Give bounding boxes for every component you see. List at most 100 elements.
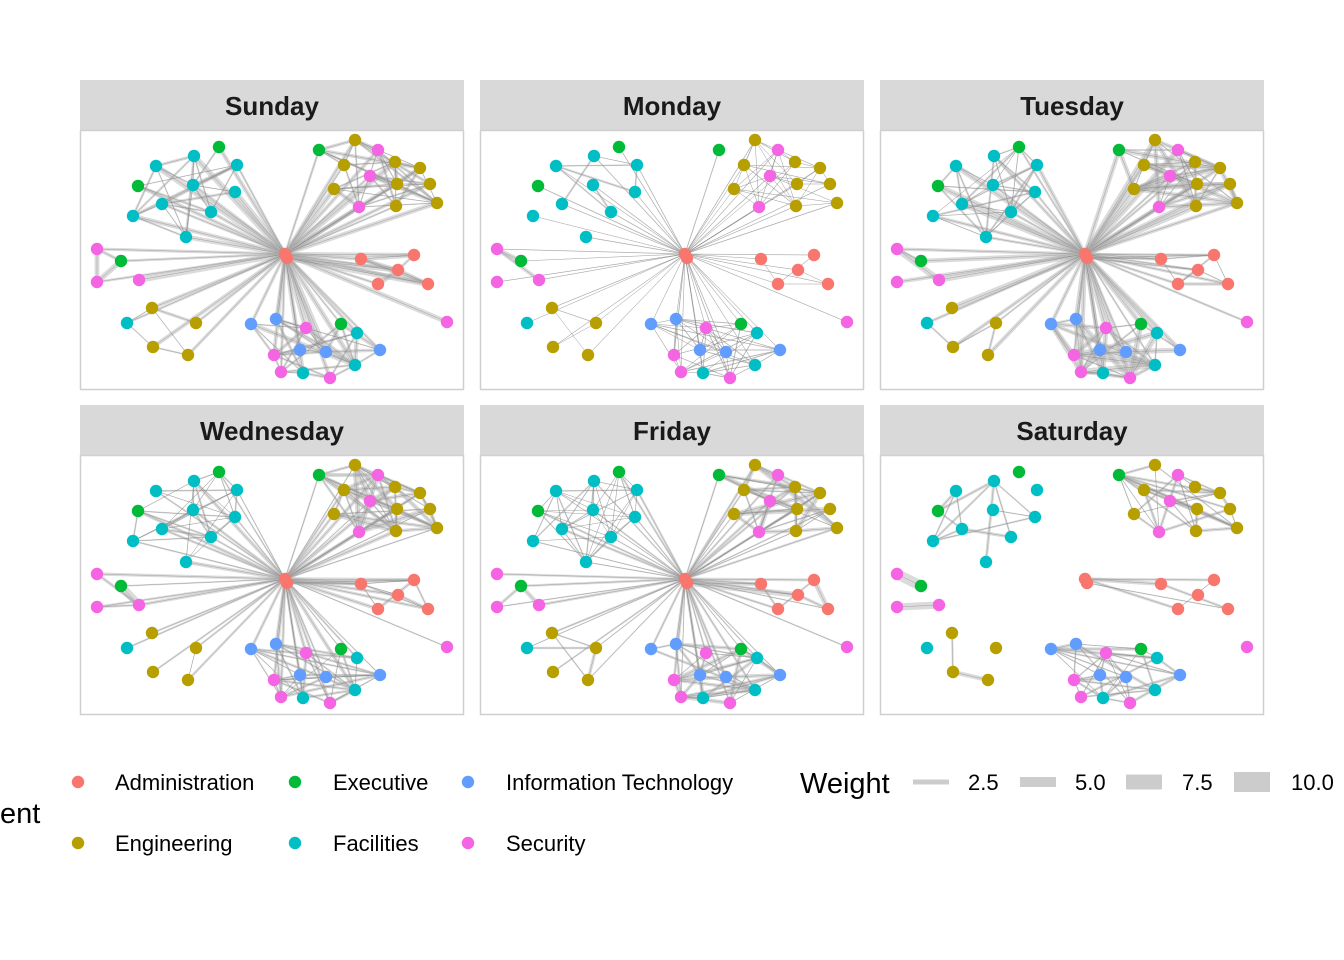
edge-core [284,500,371,580]
edge-core [961,528,1012,538]
edge [650,323,781,351]
edge-core [1118,149,1221,169]
edge [1123,347,1183,355]
edge-core [673,679,756,691]
node-facilities [1030,158,1044,172]
edge [593,155,686,255]
edge-core [520,578,686,587]
edge-core [675,318,682,373]
node-facilities [920,641,934,655]
node-engineering [1188,155,1202,169]
edge [317,473,399,511]
edge-core [673,253,686,356]
edge [992,509,1036,518]
node-security [299,646,313,660]
edge [649,647,757,692]
edge-core [284,527,438,580]
node-information-technology [719,670,733,684]
node-facilities [604,530,618,544]
node-engineering [327,182,341,196]
node-engineering [1189,199,1203,213]
edge-core [1118,474,1197,532]
edge-core [155,165,286,255]
edge-core [795,508,831,532]
facet-strip [880,405,1264,455]
edge-core [684,489,745,580]
panel-background [79,454,465,716]
edge-core [193,155,286,255]
node-information-technology [1093,668,1107,682]
edge-core [325,674,381,678]
edge-core [1050,323,1156,366]
edge [274,252,287,321]
edge-core [1196,508,1238,529]
edge [932,211,1012,217]
edge-core [193,480,236,518]
edge-core [1073,354,1131,379]
node-security [274,365,288,379]
node-engineering [181,348,195,362]
node-facilities [1150,651,1164,665]
node-facilities [1028,185,1042,199]
edge-core [1125,349,1181,353]
node-information-technology [373,343,387,357]
edge-core [1158,183,1198,208]
edge [218,471,286,580]
edge [359,257,400,272]
edge [184,154,196,239]
edge [672,656,759,682]
edge [683,473,780,581]
edge [249,322,276,357]
edge-core [1050,648,1181,676]
edge [358,183,431,208]
edge-core [236,489,286,580]
node-executive [514,254,528,268]
edge [729,332,758,379]
edge [551,307,589,356]
edge [155,165,187,238]
edge-core [684,513,735,580]
edge-core [96,248,286,255]
node-administration [754,252,768,266]
node-security [1123,371,1137,385]
edge [684,253,848,323]
edge [150,251,288,350]
edge-core [532,215,686,255]
edge [333,188,438,204]
edge-core [358,508,398,533]
edge [932,146,1020,217]
edge [209,210,287,256]
edge [496,248,686,255]
edge [210,164,238,213]
edge [216,144,288,257]
legend-label-executive: Executive [333,770,428,795]
edge [376,148,439,205]
edge-core [955,165,987,238]
node-security [699,321,713,335]
node-administration [680,251,694,265]
edge-core [284,183,431,255]
edge [285,578,416,585]
node-engineering [1127,182,1141,196]
node-engineering [788,155,802,169]
edge-core [305,652,331,704]
edge-core [992,146,1020,186]
edge [1133,492,1221,515]
edge-core [1143,489,1221,494]
node-facilities [955,522,969,536]
node-information-technology [1093,343,1107,357]
edge-core [155,165,187,238]
node-security [132,273,146,287]
node-facilities [628,185,642,199]
node-facilities [187,149,201,163]
node-layer [90,133,454,385]
node-security [490,567,504,581]
edge [1083,160,1197,256]
facet-panel-sunday: Sunday [79,80,465,391]
edge [317,463,357,477]
edge-core [137,510,236,518]
edge [684,188,735,255]
edge [674,642,683,699]
edge-core [138,578,286,606]
node-security [1171,468,1185,482]
